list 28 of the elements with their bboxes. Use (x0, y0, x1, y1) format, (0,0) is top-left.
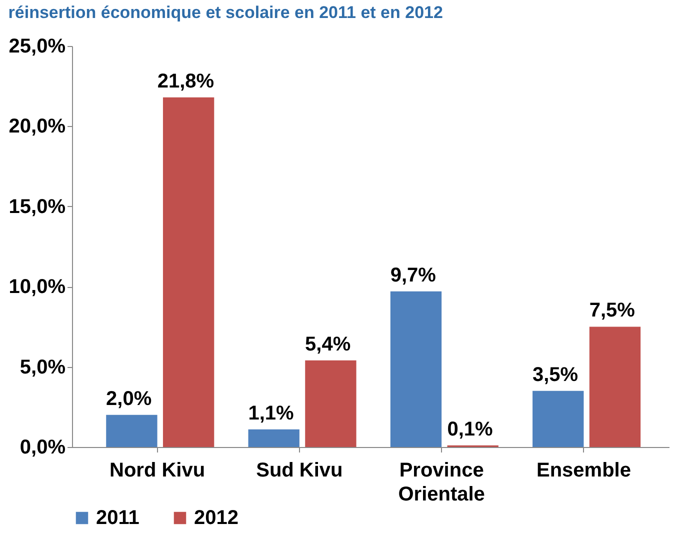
bar (106, 414, 158, 447)
data-label: 2,0% (106, 388, 152, 410)
y-tick-label: 15,0% (8, 196, 66, 218)
data-label: 21,8% (157, 70, 214, 92)
x-tick-label: Nord Kivu (110, 460, 206, 482)
y-tick-label: 20,0% (8, 116, 66, 138)
y-tick-label: 10,0% (8, 276, 66, 298)
y-tick-label: 5,0% (20, 356, 66, 378)
bar (162, 97, 214, 447)
bar (390, 291, 442, 447)
data-label: 5,4% (305, 333, 351, 356)
data-label: 7,5% (589, 300, 636, 322)
x-tick-label: Province Orientale (398, 460, 485, 506)
data-label: 3,5% (532, 364, 578, 386)
legend-label: 2011 (96, 507, 140, 529)
data-label: 0,1% (447, 418, 494, 440)
x-tick-label: Ensemble (536, 460, 631, 482)
legend-label: 2012 (194, 507, 238, 529)
bar (305, 360, 356, 447)
data-label: 9,7% (390, 264, 436, 286)
y-tick-label: 0,0% (20, 436, 66, 458)
chart-title: réinsertion économique et scolaire en 2011 et en 2012 (8, 3, 443, 22)
bar (589, 326, 641, 447)
y-tick-label: 25,0% (8, 36, 66, 58)
data-label: 1,1% (248, 402, 294, 424)
x-tick-label: Sud Kivu (256, 460, 343, 482)
bar (248, 429, 300, 447)
bar (532, 390, 584, 447)
